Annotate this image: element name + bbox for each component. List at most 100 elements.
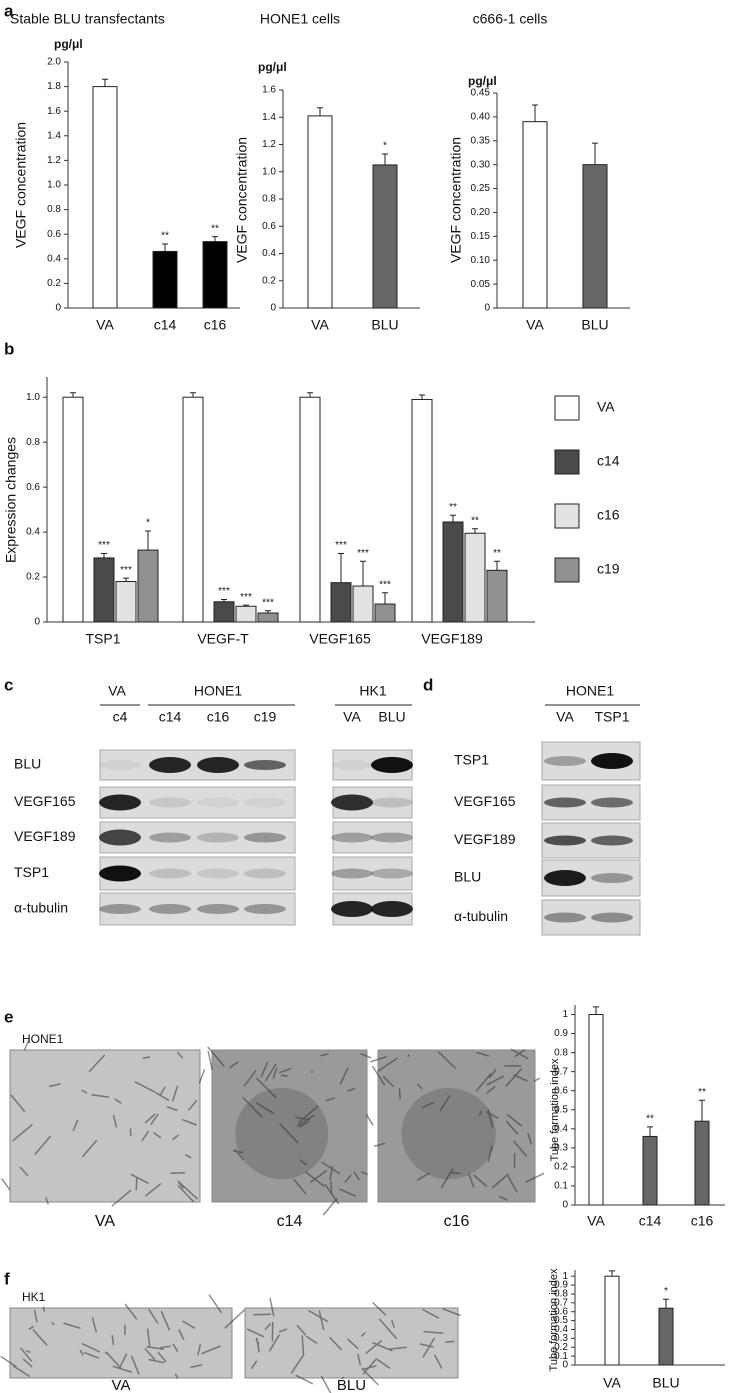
chart-title: HONE1 cells — [260, 11, 340, 27]
bar — [372, 164, 398, 309]
micrograph-texture — [370, 1048, 545, 1201]
blot-band — [331, 832, 373, 843]
error-bar — [647, 1126, 653, 1137]
blot-strip — [541, 899, 641, 936]
bar — [486, 569, 508, 623]
panel-letter: f — [4, 1269, 10, 1288]
bar — [658, 1307, 674, 1366]
significance-label: ** — [698, 1087, 706, 1098]
error-bar — [102, 78, 108, 87]
unit-label: pg/μl — [54, 37, 83, 51]
bar — [62, 396, 84, 623]
blot-band — [197, 797, 239, 808]
error-bar — [307, 392, 313, 398]
blot-band — [371, 797, 413, 808]
bar — [235, 605, 257, 623]
bar — [442, 521, 464, 623]
y-tick-label: 2.0 — [47, 57, 61, 68]
y-tick-label: 1.6 — [262, 85, 276, 96]
y-tick-label: 0.5 — [554, 1315, 568, 1326]
error-bar — [419, 394, 425, 400]
blot-group-label: HK1 — [359, 683, 386, 699]
blot-band — [591, 873, 633, 883]
significance-label: ** — [211, 223, 219, 234]
error-bar — [382, 592, 388, 605]
blot-band — [544, 797, 586, 808]
error-bar — [360, 560, 366, 587]
error-bar — [338, 552, 344, 583]
legend-swatch — [554, 395, 580, 421]
error-bar — [243, 604, 249, 607]
blot-band — [149, 832, 191, 843]
y-axis-label: VEGF concentration — [234, 137, 250, 263]
y-axis-label: VEGF concentration — [448, 137, 464, 263]
x-tick-label: VEGF189 — [421, 631, 483, 647]
y-tick-label: 0.4 — [554, 1324, 568, 1335]
y-tick-label: 0.6 — [554, 1306, 568, 1317]
y-tick-label: 0.4 — [47, 253, 61, 264]
blot-band — [197, 868, 239, 879]
x-tick-label: VA — [526, 317, 544, 333]
y-tick-label: 0.05 — [471, 279, 491, 290]
blot-band — [371, 901, 413, 917]
y-tick-label: 0 — [55, 303, 61, 314]
x-tick-label: c14 — [639, 1213, 662, 1229]
y-tick-label: 1 — [562, 1271, 568, 1282]
y-tick-label: 0.2 — [554, 1162, 568, 1173]
blot-band — [149, 904, 191, 914]
error-bar — [145, 530, 151, 551]
bar — [330, 582, 352, 623]
significance-label: ** — [493, 548, 501, 559]
row-label: BLU — [14, 756, 41, 772]
significance-label: ** — [449, 502, 457, 513]
y-tick-label: 0.6 — [26, 482, 40, 493]
legend-label: VA — [597, 399, 615, 415]
error-bar — [101, 552, 107, 558]
blot-band — [197, 832, 239, 843]
micrograph-label: c14 — [277, 1213, 303, 1230]
bar — [137, 549, 159, 623]
micrograph — [211, 1049, 368, 1203]
row-label: α-tubulin — [14, 900, 68, 916]
error-bar — [212, 236, 218, 242]
error-bar — [592, 142, 598, 165]
y-tick-label: 0.25 — [471, 183, 491, 194]
bar — [352, 585, 374, 623]
blot-band — [331, 901, 373, 917]
panel-letter: a — [4, 1, 14, 20]
blot-band — [149, 868, 191, 879]
unit-label: pg/μl — [258, 60, 287, 74]
blot-band — [244, 760, 286, 770]
bar — [374, 603, 396, 623]
bar — [307, 115, 333, 309]
micrograph — [9, 1049, 201, 1203]
x-tick-label: VA — [587, 1213, 605, 1229]
error-bar — [190, 392, 196, 398]
micrograph-label: BLU — [337, 1377, 366, 1393]
micrograph-texture — [246, 1297, 461, 1393]
row-label: VEGF189 — [454, 831, 516, 847]
legend-swatch — [554, 503, 580, 529]
legend-label: c19 — [597, 561, 620, 577]
y-tick-label: 0.6 — [262, 221, 276, 232]
x-tick-label: VEGF-T — [197, 631, 249, 647]
significance-label: *** — [218, 586, 230, 597]
significance-label: * — [664, 1286, 668, 1297]
panel-letter: d — [423, 675, 433, 694]
significance-label: *** — [120, 565, 132, 576]
lane-label: VA — [556, 709, 574, 725]
blot-band — [591, 753, 633, 769]
blot-group-label: HONE1 — [566, 683, 614, 699]
error-bar — [609, 1270, 615, 1277]
blot-band — [99, 904, 141, 914]
y-tick-label: 0.40 — [471, 112, 491, 123]
panel-letter: c — [4, 675, 13, 694]
chart-title: Stable BLU transfectants — [10, 11, 165, 27]
x-tick-label: TSP1 — [85, 631, 120, 647]
x-tick-label: VA — [96, 317, 114, 333]
significance-label: *** — [240, 592, 252, 603]
lane-label: VA — [343, 709, 361, 725]
micrograph-texture — [0, 1039, 206, 1207]
y-tick-label: 0.9 — [554, 1028, 568, 1039]
blot-band — [244, 797, 286, 808]
